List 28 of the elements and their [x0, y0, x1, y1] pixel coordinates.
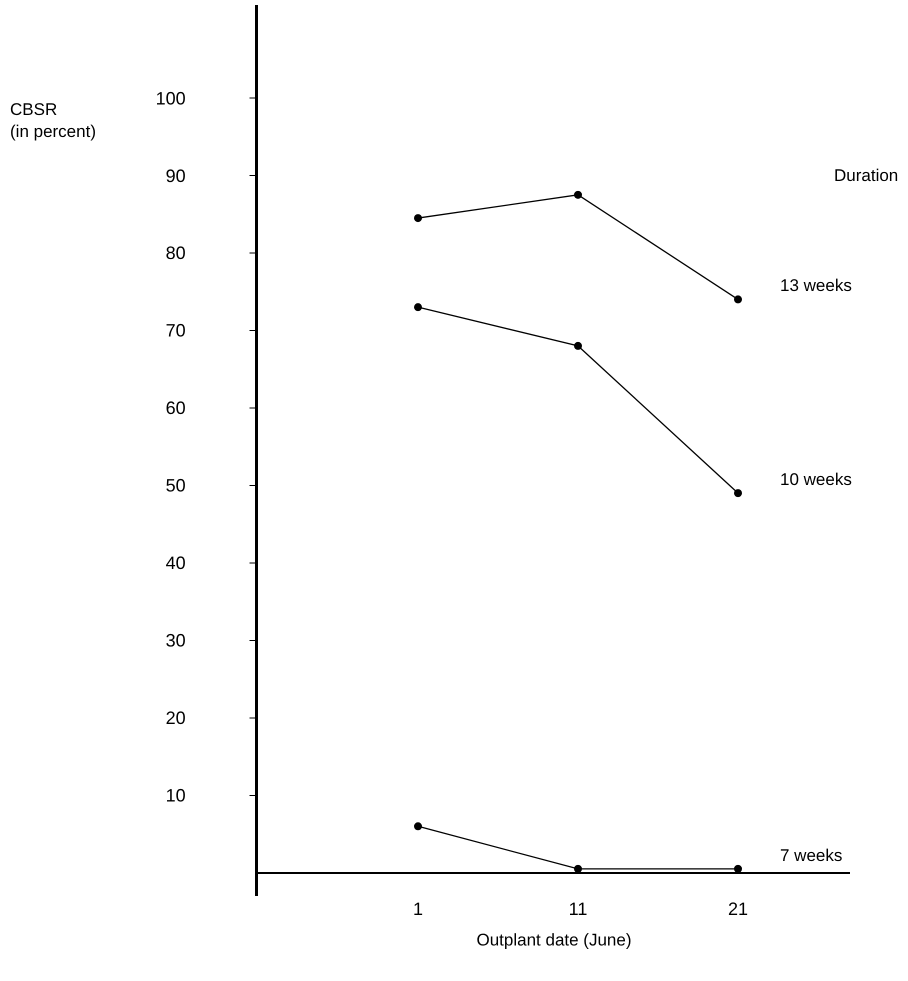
point: [414, 303, 422, 312]
text: 13 weeks: [780, 276, 852, 295]
x-axis-title: Outplant date (June): [476, 930, 632, 950]
point: [414, 214, 422, 222]
y-tick-label: 90: [166, 166, 186, 186]
text: 10 weeks: [780, 470, 852, 489]
y-tick-label: 20: [166, 708, 186, 728]
point: [734, 295, 742, 304]
y-tick-label: 40: [166, 553, 186, 574]
y-tick-label: 100: [156, 88, 186, 108]
y-tick-label: 10: [166, 786, 186, 806]
point: [574, 342, 582, 350]
x-tick-label: 21: [728, 899, 748, 919]
x-tick-label: 11: [568, 899, 588, 919]
x-tick-label: 1: [412, 899, 424, 919]
y-tick-label: 80: [166, 243, 186, 264]
point: [734, 864, 742, 873]
y-tick-label: 30: [166, 630, 186, 651]
y-axis-title: CBSR (in percent): [10, 100, 96, 142]
y-tick-label: 70: [166, 320, 186, 341]
y-tick-label: 50: [166, 476, 186, 496]
point: [414, 822, 422, 830]
point: [574, 864, 582, 873]
text: 7 weeks: [780, 846, 842, 865]
y-tick-label: 60: [166, 398, 186, 418]
legend-title: Duration: [834, 166, 898, 185]
point: [734, 489, 742, 498]
point: [574, 190, 582, 199]
